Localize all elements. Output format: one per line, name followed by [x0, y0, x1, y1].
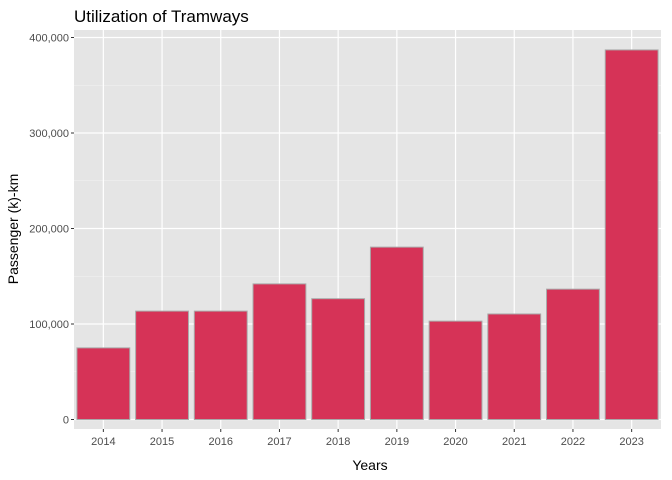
bar-2021	[487, 313, 542, 420]
bar-2022	[546, 288, 600, 420]
x-tick-label: 2021	[502, 436, 526, 448]
y-tick-label: 300,000	[29, 128, 69, 140]
chart-title: Utilization of Tramways	[74, 7, 249, 26]
x-axis: 2014 2015 2016 2017 2018 2019 2020 2021 2022 2023	[91, 429, 644, 448]
bar-2016	[193, 310, 248, 421]
y-tick-label: 200,000	[29, 224, 69, 236]
x-tick-label: 2020	[443, 436, 467, 448]
x-axis-label: Years	[352, 457, 387, 473]
y-axis: 0 100,000 200,000 300,000 400,000	[29, 33, 74, 427]
x-tick-label: 2017	[267, 436, 291, 448]
bar-2017	[252, 283, 307, 421]
y-axis-label: Passenger (k)-km	[5, 174, 21, 284]
y-tick-label: 400,000	[29, 33, 69, 45]
x-tick-label: 2014	[91, 436, 115, 448]
bar-2015	[135, 310, 189, 421]
x-tick-label: 2018	[326, 436, 350, 448]
bar-2019	[369, 246, 424, 420]
bar-2014	[76, 347, 131, 420]
y-tick-label: 100,000	[29, 319, 69, 331]
x-tick-label: 2023	[619, 436, 643, 448]
x-tick-label: 2022	[561, 436, 585, 448]
x-tick-label: 2016	[209, 436, 233, 448]
bar-2023	[604, 49, 659, 420]
bar-2018	[311, 298, 366, 421]
bars	[76, 49, 659, 421]
x-tick-label: 2015	[150, 436, 174, 448]
x-tick-label: 2019	[385, 436, 409, 448]
bar-2020	[428, 320, 483, 421]
y-tick-label: 0	[63, 415, 69, 427]
